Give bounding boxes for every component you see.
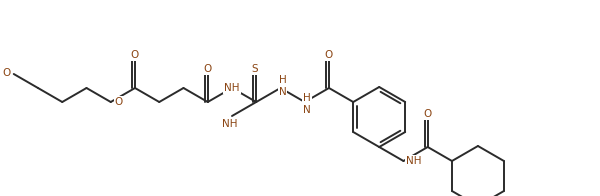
Text: O: O (203, 64, 212, 74)
Text: H
N: H N (303, 93, 311, 115)
Text: NH: NH (224, 83, 240, 93)
Text: O: O (325, 50, 333, 60)
Text: S: S (251, 64, 257, 74)
Text: NH: NH (222, 119, 238, 129)
Text: NH: NH (406, 156, 422, 166)
Text: H
N: H N (278, 75, 286, 97)
Text: O: O (2, 68, 11, 78)
Text: O: O (131, 50, 139, 60)
Text: O: O (424, 109, 432, 119)
Text: O: O (115, 97, 123, 107)
